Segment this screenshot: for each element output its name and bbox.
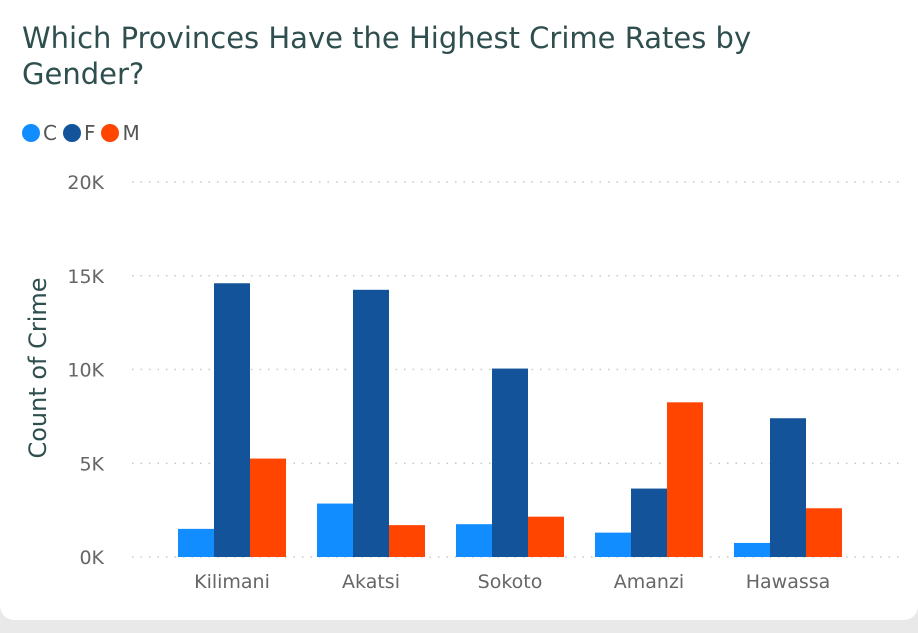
x-tick-label: Akatsi bbox=[342, 571, 400, 593]
bar-kilimani-c[interactable] bbox=[178, 528, 214, 557]
bar-sokoto-m[interactable] bbox=[528, 516, 564, 557]
y-axis-title: Count of Crime bbox=[24, 277, 52, 458]
legend-label-f: F bbox=[83, 121, 96, 145]
bar-amanzi-c[interactable] bbox=[595, 532, 631, 557]
bar-kilimani-m[interactable] bbox=[250, 458, 286, 557]
bar-kilimani-f[interactable] bbox=[214, 283, 250, 557]
legend-item-m[interactable]: M bbox=[101, 121, 140, 145]
legend-label-m: M bbox=[122, 121, 140, 145]
y-tick-label: 15K bbox=[67, 266, 104, 288]
y-tick-label: 20K bbox=[67, 172, 104, 194]
bar-amanzi-m[interactable] bbox=[667, 402, 703, 557]
y-tick-label: 10K bbox=[67, 360, 104, 382]
bar-chart: 0K 5K 10K 15K 20K Kilimani Akatsi Sokoto Amanzi… bbox=[24, 172, 900, 593]
bar-sokoto-f[interactable] bbox=[492, 368, 528, 557]
x-axis-ticks: Kilimani Akatsi Sokoto Amanzi Hawassa bbox=[194, 571, 830, 593]
x-tick-label: Sokoto bbox=[478, 571, 543, 593]
bars bbox=[178, 283, 842, 557]
legend-marker-m bbox=[101, 124, 120, 142]
bar-amanzi-f[interactable] bbox=[631, 488, 667, 557]
chart-card: Which Provinces Have the Highest Crime R… bbox=[0, 0, 918, 620]
legend-marker-c bbox=[22, 124, 40, 142]
y-tick-label: 0K bbox=[79, 547, 104, 569]
x-tick-label: Amanzi bbox=[614, 571, 684, 593]
legend-item-c[interactable]: C bbox=[22, 121, 57, 145]
bar-hawassa-m[interactable] bbox=[806, 508, 842, 557]
x-tick-label: Hawassa bbox=[746, 571, 831, 593]
chart-title: Which Provinces Have the Highest Crime R… bbox=[22, 21, 752, 91]
bar-hawassa-f[interactable] bbox=[770, 418, 806, 557]
legend: C F M bbox=[22, 121, 146, 145]
x-tick-label: Kilimani bbox=[194, 571, 270, 593]
y-tick-label: 5K bbox=[79, 453, 104, 475]
bar-hawassa-c[interactable] bbox=[734, 542, 770, 557]
legend-label-c: C bbox=[43, 121, 57, 145]
legend-marker-f bbox=[62, 124, 81, 142]
bar-sokoto-c[interactable] bbox=[456, 524, 492, 557]
bar-akatsi-f[interactable] bbox=[353, 289, 389, 557]
legend-item-f[interactable]: F bbox=[62, 121, 96, 145]
y-axis-ticks: 0K 5K 10K 15K 20K bbox=[67, 172, 104, 569]
bar-akatsi-c[interactable] bbox=[317, 503, 353, 557]
bar-akatsi-m[interactable] bbox=[389, 525, 425, 557]
